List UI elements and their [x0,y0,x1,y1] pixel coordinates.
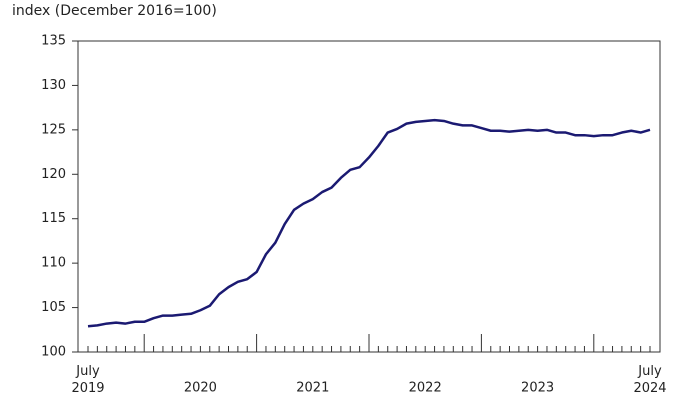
x-tick-label: 2022 [409,381,442,396]
y-tick-label: 135 [41,34,66,49]
y-tick-label: 130 [41,78,66,93]
x-tick-label: 2023 [521,381,554,396]
y-tick-label: 100 [41,345,66,360]
plot-frame [77,40,661,353]
x-tick-label: 2021 [296,381,329,396]
x-tick-label-line: 2024 [633,381,666,396]
y-tick-label: 105 [41,300,66,315]
y-tick-label: 115 [41,211,66,226]
x-tick-label-line: July [75,364,100,379]
chart-title: index (December 2016=100) [12,3,217,19]
x-tick-label-line: July [637,364,662,379]
x-tick-label: July 2024 [633,364,666,396]
x-tick-label: July 2019 [71,364,104,396]
y-tick-label: 110 [41,256,66,271]
x-tick-label-line: 2019 [71,381,104,396]
y-tick-label: 125 [41,122,66,137]
data-line [87,118,651,328]
x-tick-label: 2020 [184,381,217,396]
y-tick-label: 120 [41,167,66,182]
